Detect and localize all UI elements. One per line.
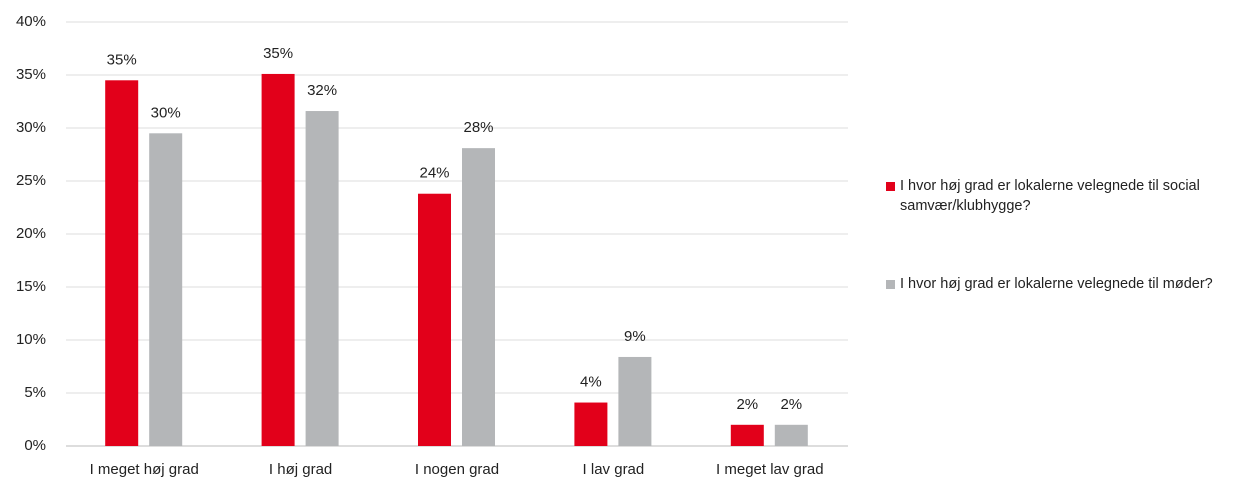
bar: [574, 402, 608, 446]
legend-swatch: [886, 182, 895, 191]
y-tick-label: 10%: [16, 331, 46, 348]
bar: [305, 111, 339, 446]
bar: [261, 73, 295, 446]
data-label: 35%: [263, 45, 293, 62]
bar: [730, 424, 764, 446]
data-label: 24%: [419, 165, 449, 182]
data-label: 2%: [780, 396, 802, 413]
bar: [418, 193, 451, 446]
data-label: 9%: [624, 328, 646, 345]
bar: [149, 133, 183, 447]
data-label: 4%: [580, 374, 602, 391]
data-label: 35%: [107, 51, 137, 68]
bar: [618, 356, 652, 446]
bar: [774, 424, 808, 446]
y-tick-label: 20%: [16, 225, 46, 242]
data-label: 32%: [307, 82, 337, 99]
data-label: 30%: [151, 104, 181, 121]
legend-label: I hvor høj grad er lokalerne velegnede t…: [900, 178, 1200, 214]
y-tick-label: 15%: [16, 278, 46, 295]
y-tick-label: 25%: [16, 172, 46, 189]
bar: [462, 148, 495, 446]
y-tick-label: 40%: [16, 13, 46, 30]
x-tick-label: I meget lav grad: [716, 461, 824, 478]
data-label: 2%: [736, 396, 758, 413]
x-tick-label: I høj grad: [269, 461, 332, 478]
legend-item: I hvor høj grad er lokalerne velegnede t…: [886, 176, 1252, 216]
x-tick-label: I meget høj grad: [90, 461, 199, 478]
y-tick-label: 0%: [24, 437, 46, 454]
chart: 0% 5% 10% 15% 20% 25% 30% 35% 40% I meget høj gra…: [16, 13, 848, 478]
legend-item: I hvor høj grad er lokalerne velegnede t…: [886, 274, 1252, 294]
data-label: 28%: [463, 119, 493, 136]
y-tick-label: 30%: [16, 119, 46, 136]
legend-label: I hvor høj grad er lokalerne velegnede t…: [900, 276, 1213, 292]
y-tick-label: 35%: [16, 66, 46, 83]
y-tick-label: 5%: [24, 384, 46, 401]
x-tick-label: I nogen grad: [415, 461, 499, 478]
bar: [105, 80, 139, 447]
legend-swatch: [886, 280, 895, 289]
x-tick-label: I lav grad: [583, 461, 645, 478]
